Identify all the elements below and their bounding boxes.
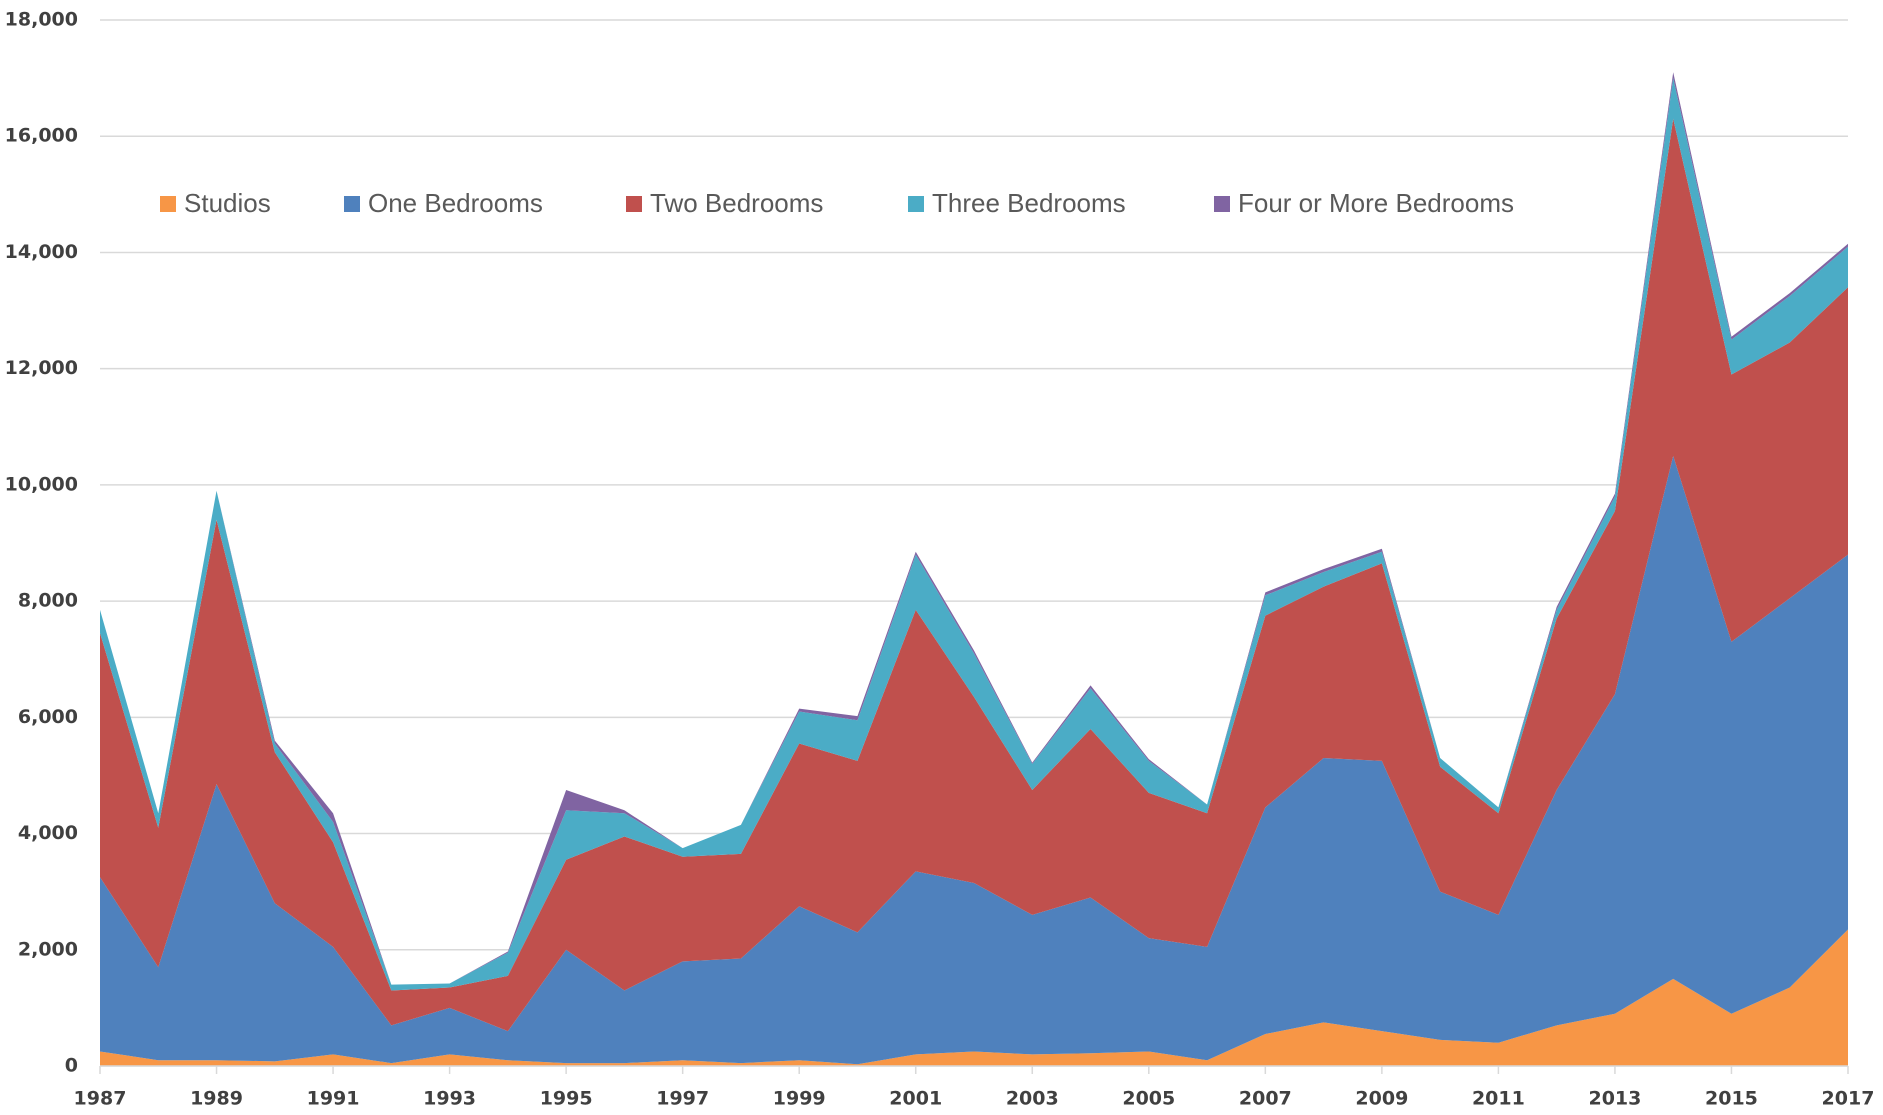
legend-label: Two Bedrooms [650, 188, 823, 218]
legend-label: Four or More Bedrooms [1238, 188, 1514, 218]
y-tick-label: 8,000 [18, 590, 78, 612]
x-tick-label: 1999 [773, 1088, 826, 1110]
y-tick-label: 18,000 [5, 9, 78, 31]
x-tick-label: 2007 [1239, 1088, 1292, 1110]
x-tick-label: 2005 [1122, 1088, 1175, 1110]
legend-swatch [908, 196, 924, 212]
x-tick-label: 2001 [889, 1088, 942, 1110]
x-tick-label: 2009 [1355, 1088, 1408, 1110]
x-tick-label: 1993 [423, 1088, 476, 1110]
x-tick-label: 2013 [1588, 1088, 1641, 1110]
x-tick-label: 2017 [1822, 1088, 1875, 1110]
x-tick-label: 1991 [307, 1088, 360, 1110]
x-tick-label: 2011 [1472, 1088, 1525, 1110]
legend-label: Three Bedrooms [932, 188, 1126, 218]
y-tick-label: 2,000 [18, 938, 78, 960]
legend-swatch [626, 196, 642, 212]
legend-label: One Bedrooms [368, 188, 543, 218]
y-tick-label: 0 [65, 1055, 78, 1077]
y-tick-label: 16,000 [5, 125, 78, 147]
area [100, 929, 1848, 1066]
y-tick-label: 10,000 [5, 473, 78, 495]
y-tick-label: 14,000 [5, 241, 78, 263]
legend-label: Studios [184, 188, 271, 218]
area [100, 118, 1848, 1032]
y-tick-label: 6,000 [18, 706, 78, 728]
x-tick-label: 2015 [1705, 1088, 1758, 1110]
y-tick-label: 4,000 [18, 822, 78, 844]
legend-swatch [160, 196, 176, 212]
x-tick-label: 1989 [190, 1088, 243, 1110]
y-tick-label: 12,000 [5, 357, 78, 379]
area [100, 455, 1848, 1065]
x-tick-label: 1987 [74, 1088, 127, 1110]
legend-swatch [344, 196, 360, 212]
x-tick-label: 1997 [656, 1088, 709, 1110]
x-tick-label: 1995 [540, 1088, 593, 1110]
x-tick-label: 2003 [1006, 1088, 1059, 1110]
legend-swatch [1214, 196, 1230, 212]
